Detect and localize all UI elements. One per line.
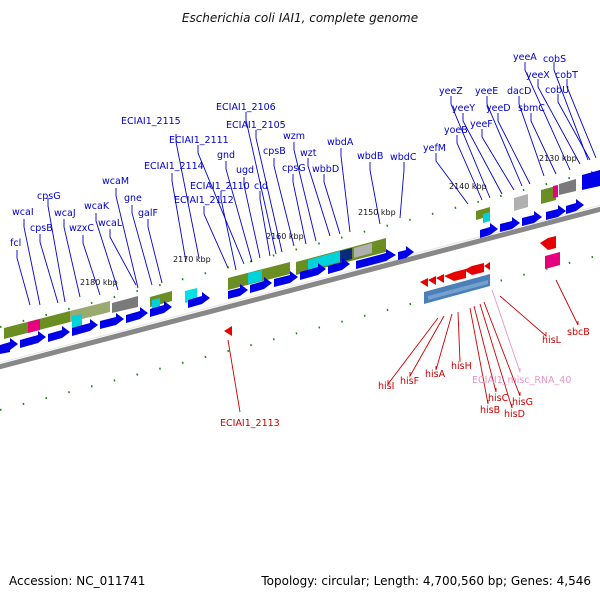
gene-label-ECIAI1_2113: ECIAI1_2113 [220,418,280,429]
kbp-label-2150: 2150 kbp [358,208,396,217]
gene-label-wcaJ: wcaJ [54,208,76,219]
topology-text: Topology: circular; Length: 4,700,560 bp… [261,574,591,588]
gene-label-cpsB-1: cpsB [30,223,53,234]
gene-label-ECIAI1_2110: ECIAI1_2110 [190,181,250,192]
kbp-tick-labels: 2180 kbp 2170 kbp 2160 kbp 2150 kbp 2140… [80,154,577,287]
gene-label-hisL: hisL [542,335,562,346]
reverse-leader-lines [227,279,579,413]
gene-label-cpsB-2: cpsB [263,146,286,157]
gene-label-ECIAI1_2114: ECIAI1_2114 [144,161,204,172]
gene-label-ECIAI1_2115: ECIAI1_2115 [121,116,181,127]
gene-label-cpsG-2: cpsG [282,163,306,174]
gene-label-hisD: hisD [504,409,525,420]
gene-label-yeeZ: yeeZ [439,86,463,97]
gene-label-ECIAI1_2106: ECIAI1_2106 [216,102,276,113]
gene-label-yeeE: yeeE [475,86,498,97]
reverse-gene-labels: ECIAI1_2113 hisI hisF hisA hisH hisB his… [220,327,590,429]
gene-label-ECIAI1_2112: ECIAI1_2112 [174,195,234,206]
gene-label-cobT: cobT [555,70,578,81]
kbp-label-2130: 2130 kbp [539,154,577,163]
gene-label-cld: cld [254,181,268,192]
map-title: Escherichia coli IAI1, complete genome [182,11,418,25]
gene-label-galF: galF [138,208,158,219]
gene-label-wcaI: wcaI [12,207,34,218]
gene-label-sbmC: sbmC [518,103,545,114]
gene-label-cpsG-1: cpsG [37,191,61,202]
gene-label-wcaL: wcaL [98,218,123,229]
gene-label-hisB: hisB [480,405,500,416]
accession-text: Accession: NC_011741 [9,574,146,588]
gene-label-cobU: cobU [545,85,569,96]
gene-label-wcaM: wcaM [102,176,129,187]
gene-label-sbcB: sbcB [567,327,590,338]
gene-label-wzt: wzt [300,148,317,159]
gene-label-ECIAI1_2105: ECIAI1_2105 [226,120,286,131]
gene-label-hisI: hisI [378,381,394,392]
reverse-gene-arrows [224,236,556,336]
kbp-label-2140: 2140 kbp [449,182,487,191]
gene-label-yefM: yefM [423,143,446,154]
gene-label-hisC: hisC [488,393,509,404]
gene-label-yeeD: yeeD [486,103,511,114]
gene-label-wbdA: wbdA [327,137,354,148]
forward-leader-lines [16,62,597,306]
gene-label-yeeY: yeeY [452,103,475,114]
gene-label-hisG: hisG [512,397,533,408]
gene-label-yeeF: yeeF [470,119,493,130]
gene-label-cobS: cobS [543,54,566,65]
gene-label-wcaK: wcaK [84,201,110,212]
gene-label-wbdC: wbdC [390,152,417,163]
gene-label-gnd: gnd [217,150,235,161]
gene-label-yeeA: yeeA [513,52,537,63]
reverse-feature-blocks [424,252,560,304]
gene-label-wbdB: wbdB [357,151,383,162]
gene-label-hisH: hisH [451,361,472,372]
forward-gene-labels: fcl wcaI cpsB cpsG wcaJ wzxC wcaK wcaL w… [10,52,578,249]
gene-label-gne: gne [124,193,142,204]
gene-label-ECIAI1_2111: ECIAI1_2111 [169,135,229,146]
gene-label-hisF: hisF [400,376,419,387]
gene-label-misc-rna: ECIAI1_misc_RNA_40 [472,375,571,386]
kbp-label-2180: 2180 kbp [80,278,118,287]
gene-label-yeeX: yeeX [526,70,550,81]
kbp-label-2160: 2160 kbp [266,232,304,241]
gene-label-dacD: dacD [507,86,531,97]
gene-label-wzxC: wzxC [69,223,94,234]
forward-gene-arrows [0,199,584,354]
gene-label-wzm: wzm [283,131,305,142]
kbp-label-2170: 2170 kbp [173,255,211,264]
gene-label-fcl: fcl [10,238,21,249]
misc-rna-leader-line [491,289,521,373]
gene-label-yoeB: yoeB [444,125,468,136]
gene-label-ugd: ugd [236,165,254,176]
gene-label-hisA: hisA [425,369,446,380]
gene-label-wbbD: wbbD [312,164,339,175]
forward-feature-blocks [4,170,600,339]
